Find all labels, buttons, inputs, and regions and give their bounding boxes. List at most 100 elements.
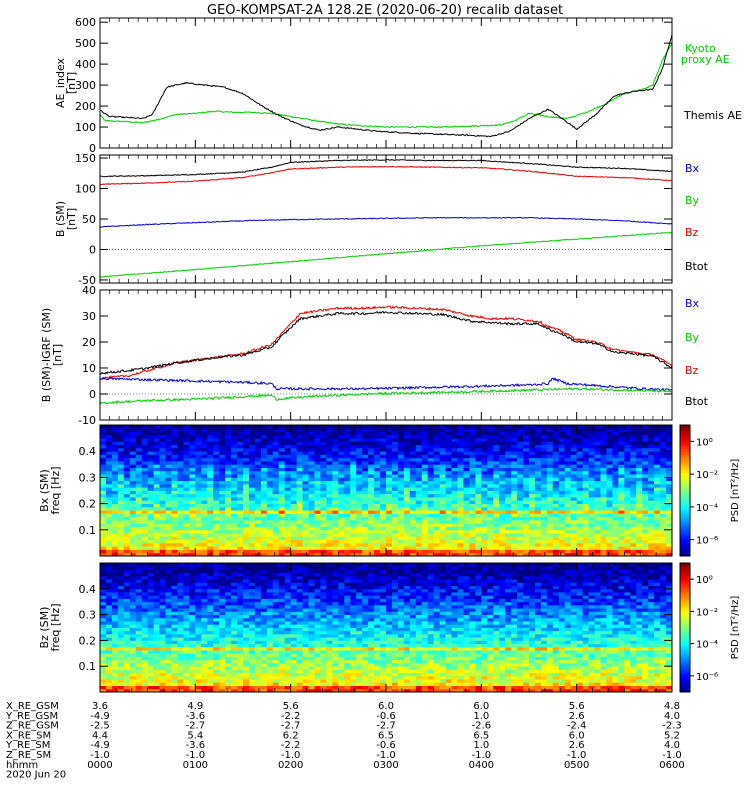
spectrogram-cell [624, 425, 630, 429]
spectrogram-cell [356, 458, 362, 462]
spectrogram-cell [136, 497, 142, 501]
spectrogram-cell [505, 500, 511, 504]
spectrogram-cell [142, 589, 148, 593]
spectrogram-cell [136, 682, 142, 686]
spectrogram-cell [243, 448, 249, 452]
spectrogram-cell [499, 471, 505, 475]
spectrogram-cell [505, 448, 511, 452]
spectrogram-cell [458, 484, 464, 488]
spectrogram-cell [249, 500, 255, 504]
spectrogram-cell [523, 464, 529, 468]
spectrogram-cell [642, 530, 648, 534]
spectrogram-cell [553, 546, 559, 550]
spectrogram-cell [446, 517, 452, 521]
spectrogram-cell [142, 663, 148, 667]
spectrogram-cell [511, 471, 517, 475]
spectrogram-cell [356, 500, 362, 504]
spectrogram-cell [148, 520, 154, 524]
spectrogram-cell [392, 454, 398, 458]
spectrogram-cell [398, 477, 404, 481]
spectrogram-cell [535, 513, 541, 517]
spectrogram-cell [416, 520, 422, 524]
spectrogram-cell [142, 491, 148, 495]
spectrogram-cell [124, 566, 130, 570]
spectrogram-cell [511, 510, 517, 514]
spectrogram-cell [338, 474, 344, 478]
spectrogram-cell [624, 517, 630, 521]
spectrogram-cell [595, 504, 601, 508]
spectrogram-cell [142, 510, 148, 514]
spectrogram-cell [148, 615, 154, 619]
spectrogram-cell [261, 432, 267, 436]
spectrogram-cell [106, 513, 112, 517]
spectrogram-cell [183, 507, 189, 511]
spectrogram-cell [261, 513, 267, 517]
spectrogram-cell [118, 464, 124, 468]
spectrogram-cell [112, 563, 118, 567]
spectrogram-cell [535, 491, 541, 495]
spectrogram-cell [225, 523, 231, 527]
spectrogram-cell [160, 441, 166, 445]
spectrogram-cell [231, 484, 237, 488]
spectrogram-cell [517, 481, 523, 485]
spectrogram-cell [565, 549, 571, 553]
spectrogram-cell [636, 494, 642, 498]
spectrogram-cell [261, 454, 267, 458]
spectrogram-cell [606, 432, 612, 436]
spectrogram-cell [261, 520, 267, 524]
spectrogram-cell [481, 520, 487, 524]
spectrogram-cell [177, 468, 183, 472]
spectrogram-cell [249, 451, 255, 455]
spectrogram-cell [166, 536, 172, 540]
spectrogram-cell [505, 425, 511, 429]
spectrogram-cell [118, 618, 124, 622]
spectrogram-cell [541, 487, 547, 491]
spectrogram-cell [612, 491, 618, 495]
spectrogram-cell [380, 441, 386, 445]
spectrogram-cell [392, 504, 398, 508]
spectrogram-cell [315, 474, 321, 478]
spectrogram-cell [160, 530, 166, 534]
spectrogram-cell [207, 536, 213, 540]
spectrogram-cell [636, 549, 642, 553]
spectrogram-cell [499, 523, 505, 527]
spectrogram-cell [148, 432, 154, 436]
spectrogram-cell [374, 458, 380, 462]
colorbar-label: PSD [nT²/Hz] [730, 459, 741, 523]
spectrogram-cell [183, 487, 189, 491]
spectrogram-cell [374, 464, 380, 468]
spectrogram-cell [130, 497, 136, 501]
spectrogram-cell [160, 507, 166, 511]
spectrogram-cell [219, 517, 225, 521]
legend-btot: Btot [685, 260, 709, 273]
spectrogram-cell [148, 517, 154, 521]
spectrogram-cell [332, 523, 338, 527]
spectrogram-cell [577, 540, 583, 544]
spectrogram-cell [183, 445, 189, 449]
spectrogram-cell [505, 432, 511, 436]
spectrogram-cell [213, 481, 219, 485]
spectrogram-cell [112, 461, 118, 465]
spectrogram-cell [261, 533, 267, 537]
spectrogram-cell [410, 497, 416, 501]
spectrogram-cell [511, 523, 517, 527]
spectrogram-cell [231, 494, 237, 498]
spectrogram-cell [612, 471, 618, 475]
spectrogram-cell [606, 441, 612, 445]
spectrogram-cell [499, 513, 505, 517]
spectrogram-cell [148, 666, 154, 670]
spectrogram-cell [368, 445, 374, 449]
spectrogram-cell [124, 441, 130, 445]
spectrogram-cell [100, 682, 106, 686]
spectrogram-cell [612, 458, 618, 462]
spectrogram-cell [535, 471, 541, 475]
spectrogram-cell [475, 464, 481, 468]
spectrogram-cell [124, 428, 130, 432]
spectrogram-cell [434, 491, 440, 495]
spectrogram-cell [112, 520, 118, 524]
spectrogram-cell [320, 530, 326, 534]
spectrogram-cell [154, 611, 160, 615]
spectrogram-cell [112, 507, 118, 511]
spectrogram-cell [267, 540, 273, 544]
spectrogram-cell [404, 523, 410, 527]
